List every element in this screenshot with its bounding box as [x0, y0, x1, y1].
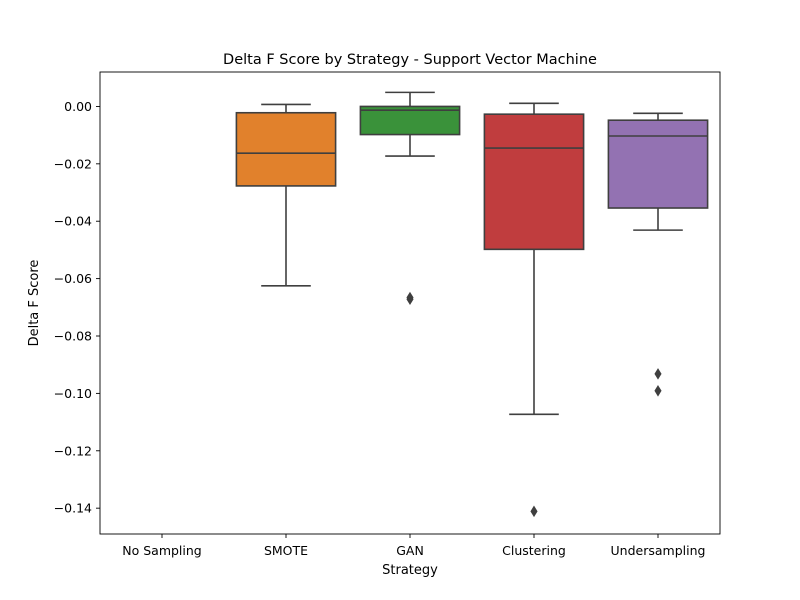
y-axis: 0.00 −0.02 −0.04 −0.06 −0.08 −0.10 −0.12 −0.14 — [54, 99, 100, 516]
chart-title: Delta F Score by Strategy - Support Vect… — [223, 52, 597, 68]
x-axis: No Sampling SMOTE GAN Clustering Undersampli… — [122, 534, 705, 558]
interquartile-box — [359, 105, 461, 136]
x-axis-label: Strategy — [382, 563, 438, 578]
outlier-point — [406, 291, 414, 304]
y-tick-label: −0.08 — [54, 329, 92, 344]
x-tick-label-undersampling: Undersampling — [611, 543, 706, 558]
outlier-point — [530, 505, 538, 518]
y-tick-label: 0.00 — [64, 99, 92, 114]
x-tick-label-smote: SMOTE — [264, 543, 308, 558]
y-tick-label: −0.06 — [54, 271, 92, 286]
outlier-point — [654, 385, 662, 397]
y-tick-label: −0.02 — [54, 156, 92, 171]
y-tick-label: −0.14 — [54, 501, 92, 516]
plot-area — [235, 91, 709, 518]
box-undersampling — [607, 112, 709, 397]
y-tick-label: −0.04 — [54, 214, 92, 229]
box-clustering — [483, 102, 585, 518]
interquartile-box — [607, 119, 709, 209]
x-tick-label-clustering: Clustering — [502, 543, 566, 558]
y-axis-label: Delta F Score — [27, 260, 42, 347]
interquartile-box — [235, 111, 337, 187]
y-tick-label: −0.12 — [54, 443, 92, 458]
x-tick-label-no-sampling: No Sampling — [122, 543, 201, 558]
y-tick-label: −0.10 — [54, 386, 92, 401]
box-smote — [235, 103, 337, 287]
x-tick-label-gan: GAN — [396, 543, 424, 558]
outlier-point — [654, 368, 662, 380]
box-gan — [359, 91, 461, 306]
interquartile-box — [483, 113, 585, 251]
